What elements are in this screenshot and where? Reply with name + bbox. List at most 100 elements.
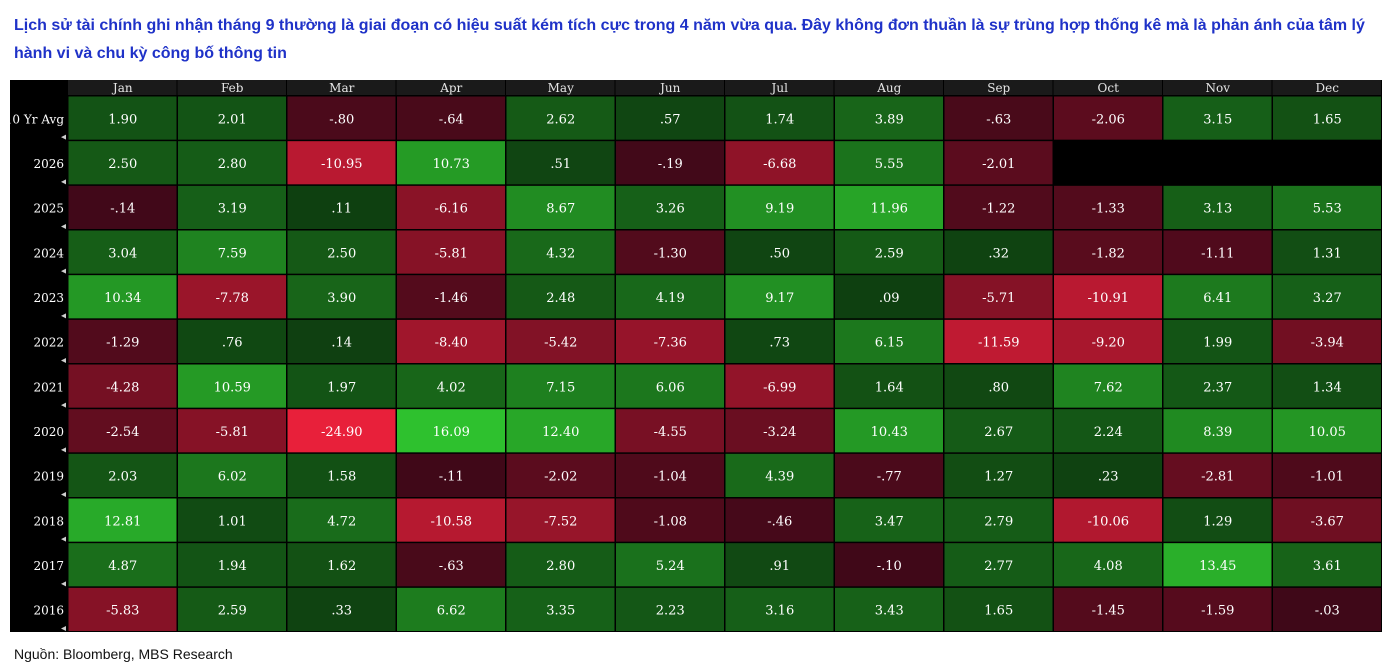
- heatmap-cell: [616, 275, 724, 319]
- heatmap-cell: [506, 409, 615, 453]
- heatmap-cell: [506, 319, 615, 363]
- month-label: Oct: [1098, 81, 1120, 95]
- month-header-cell: [68, 80, 177, 95]
- row-label: 2019: [33, 470, 64, 484]
- cell-value: 6.02: [218, 470, 247, 485]
- cell-value: .33: [331, 604, 352, 619]
- row-marker: [61, 402, 66, 408]
- cell-value: 9.17: [765, 291, 794, 306]
- cell-value: -1.01: [1311, 470, 1344, 485]
- cell-value: 6.06: [656, 380, 685, 395]
- heatmap-cell: [1273, 409, 1381, 453]
- cell-value: 6.62: [437, 604, 466, 619]
- heatmap-cell: [287, 543, 396, 587]
- heatmap-cell: [616, 319, 724, 363]
- heatmap-cell: [287, 185, 396, 229]
- cell-value: .73: [769, 336, 790, 351]
- cell-value: 10.43: [871, 425, 908, 440]
- heatmap-cell: [1163, 498, 1272, 542]
- heatmap-cell: [68, 498, 177, 542]
- heatmap-cell: [944, 230, 1053, 274]
- cell-value: -1.29: [106, 336, 139, 351]
- cell-value: -3.24: [763, 425, 796, 440]
- heatmap-cell: [944, 587, 1053, 631]
- heatmap-cell: [1163, 453, 1272, 497]
- cell-value: 1.65: [984, 604, 1013, 619]
- heatmap-cell: [616, 498, 724, 542]
- heatmap-cell: [1054, 96, 1162, 140]
- heatmap-cell: [725, 96, 834, 140]
- cell-value: 1.01: [218, 514, 247, 529]
- heatmap-cell: [506, 230, 615, 274]
- cell-value: 7.59: [218, 246, 247, 261]
- heatmap-cell: [835, 185, 943, 229]
- heatmap-cell: [287, 275, 396, 319]
- cell-value: 3.89: [875, 112, 904, 127]
- heatmap-cell: [835, 587, 943, 631]
- heatmap-cell: [178, 319, 286, 363]
- cell-value: 2.80: [218, 157, 247, 172]
- heatmap-cell: [68, 453, 177, 497]
- row-label: 2017: [33, 559, 64, 573]
- cell-value: -1.45: [1092, 604, 1125, 619]
- cell-value: -4.28: [106, 380, 139, 395]
- cell-value: -5.71: [982, 291, 1015, 306]
- heatmap-cell: [1273, 230, 1381, 274]
- heatmap-cell: [725, 230, 834, 274]
- heatmap-cell: [397, 230, 505, 274]
- heatmap-cell: [68, 587, 177, 631]
- cell-value: 12.40: [542, 425, 579, 440]
- cell-value: -.11: [439, 470, 464, 485]
- cell-value: 11.96: [871, 202, 908, 217]
- cell-value: 2.59: [875, 246, 904, 261]
- heatmap-cell: [506, 364, 615, 408]
- heatmap-cell: [1054, 275, 1162, 319]
- cell-value: -.03: [1315, 604, 1340, 619]
- month-header-cell: [615, 80, 724, 95]
- cell-value: .57: [660, 112, 681, 127]
- cell-value: 1.97: [327, 380, 356, 395]
- cell-value: 4.72: [327, 514, 356, 529]
- heatmap-cell: [1273, 453, 1381, 497]
- heatmap-cell: [178, 498, 286, 542]
- heatmap-cell: [1163, 409, 1272, 453]
- heatmap-cell: [397, 409, 505, 453]
- row-marker: [61, 626, 66, 631]
- heatmap-cell: [1273, 319, 1381, 363]
- month-header-cell: [1272, 80, 1381, 95]
- cell-value: 1.34: [1313, 380, 1342, 395]
- heatmap-cell: [616, 185, 724, 229]
- heatmap-cell: [178, 230, 286, 274]
- cell-value: -.63: [986, 112, 1011, 127]
- heatmap-cell: [287, 319, 396, 363]
- heatmap-cell: [725, 319, 834, 363]
- month-label: Jun: [658, 81, 681, 95]
- cell-value: -10.95: [321, 157, 363, 172]
- cell-value: 3.27: [1313, 291, 1342, 306]
- heatmap-cell: [616, 543, 724, 587]
- cell-value: 2.59: [218, 604, 247, 619]
- cell-value: 2.67: [984, 425, 1013, 440]
- cell-value: 3.90: [327, 291, 356, 306]
- cell-value: 4.87: [108, 559, 137, 574]
- cell-value: 6.15: [875, 336, 904, 351]
- heatmap-cell: [944, 364, 1053, 408]
- month-label: Nov: [1205, 81, 1230, 95]
- heatmap-cell: [397, 587, 505, 631]
- cell-value: 1.27: [984, 470, 1013, 485]
- cell-value: -1.46: [435, 291, 468, 306]
- cell-value: 2.50: [108, 157, 137, 172]
- month-header-cell: [287, 80, 396, 95]
- heatmap-cell: [397, 364, 505, 408]
- row-marker: [61, 134, 66, 140]
- cell-value: 5.24: [656, 559, 685, 574]
- heatmap-cell: [1163, 543, 1272, 587]
- heatmap-cell: [1163, 275, 1272, 319]
- cell-value: -1.30: [654, 246, 687, 261]
- cell-value: 7.15: [546, 380, 575, 395]
- heatmap-cell: [835, 275, 943, 319]
- heatmap-cell: [68, 409, 177, 453]
- cell-value: -10.58: [430, 514, 472, 529]
- cell-value: 10.73: [433, 157, 470, 172]
- cell-value: 2.23: [656, 604, 685, 619]
